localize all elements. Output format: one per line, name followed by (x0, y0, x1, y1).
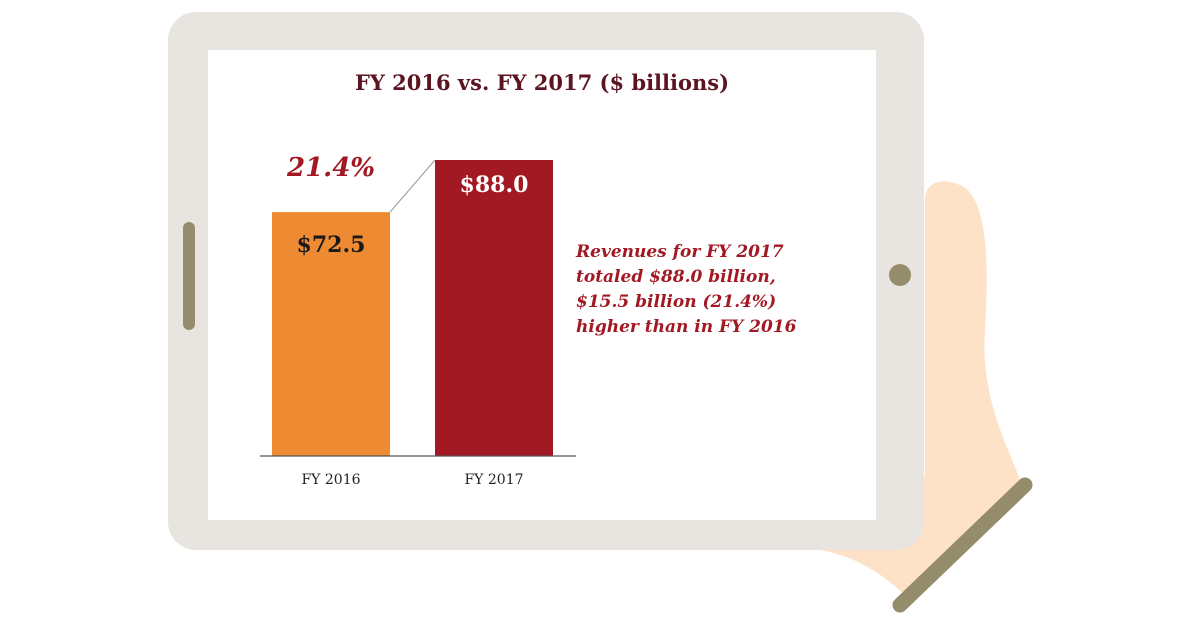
chart-title: FY 2016 vs. FY 2017 ($ billions) (354, 70, 730, 95)
chart-caption: Revenues for FY 2017 totaled $88.0 billi… (576, 240, 876, 340)
bar-chart: $72.5 FY 2016 $88.0 FY 2017 21.4% (260, 153, 576, 488)
tablet-side-button-icon (183, 222, 195, 330)
bar-value-label: $72.5 (297, 232, 366, 258)
x-tick-label: FY 2017 (464, 472, 523, 488)
stylus-icon (892, 477, 1033, 613)
hand-shape (820, 181, 1020, 601)
tablet-screen: FY 2016 vs. FY 2017 ($ billions) $72.5 FY… (208, 50, 876, 520)
bar-value-label: $88.0 (460, 172, 529, 198)
bars-layer: $72.5 FY 2016 $88.0 FY 2017 21.4% (260, 153, 576, 488)
growth-percent-annotation: 21.4% (286, 153, 375, 183)
caption-line: totaled $88.0 billion, (576, 267, 776, 287)
growth-connector-line (389, 159, 436, 213)
x-tick-label: FY 2016 (301, 472, 360, 488)
caption-line: $15.5 billion (21.4%) (576, 292, 777, 312)
tablet-home-button-icon (889, 264, 911, 286)
caption-line: Revenues for FY 2017 (576, 242, 784, 262)
caption-line: higher than in FY 2016 (576, 317, 797, 337)
bar-fy-2017 (435, 160, 553, 456)
bar-fy-2016 (272, 212, 390, 456)
